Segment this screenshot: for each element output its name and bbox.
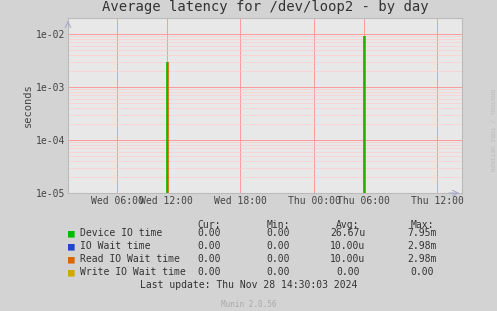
Title: Average latency for /dev/loop2 - by day: Average latency for /dev/loop2 - by day: [102, 0, 428, 14]
Text: Read IO Wait time: Read IO Wait time: [81, 254, 180, 264]
Text: 0.00: 0.00: [197, 241, 221, 251]
Text: 0.00: 0.00: [197, 228, 221, 238]
Text: RRDTOOL / TOBI OETIKER: RRDTOOL / TOBI OETIKER: [490, 89, 495, 172]
Text: Min:: Min:: [266, 220, 290, 230]
Text: 10.00u: 10.00u: [331, 254, 365, 264]
Text: 0.00: 0.00: [266, 241, 290, 251]
Text: 0.00: 0.00: [266, 228, 290, 238]
Text: ■: ■: [68, 254, 75, 264]
Text: 10.00u: 10.00u: [331, 241, 365, 251]
Text: Write IO Wait time: Write IO Wait time: [81, 267, 186, 277]
Text: Last update: Thu Nov 28 14:30:03 2024: Last update: Thu Nov 28 14:30:03 2024: [140, 280, 357, 290]
Text: Avg:: Avg:: [336, 220, 360, 230]
Y-axis label: seconds: seconds: [23, 84, 33, 128]
Text: ■: ■: [68, 228, 75, 238]
Text: 2.98m: 2.98m: [408, 241, 437, 251]
Text: 7.95m: 7.95m: [408, 228, 437, 238]
Text: 0.00: 0.00: [197, 267, 221, 277]
Text: 26.67u: 26.67u: [331, 228, 365, 238]
Text: 2.98m: 2.98m: [408, 254, 437, 264]
Text: ■: ■: [68, 267, 75, 277]
Text: Cur:: Cur:: [197, 220, 221, 230]
Text: 0.00: 0.00: [197, 254, 221, 264]
Text: Max:: Max:: [411, 220, 434, 230]
Text: 0.00: 0.00: [411, 267, 434, 277]
Text: IO Wait time: IO Wait time: [81, 241, 151, 251]
Text: Munin 2.0.56: Munin 2.0.56: [221, 300, 276, 309]
Text: 0.00: 0.00: [266, 267, 290, 277]
Text: 0.00: 0.00: [336, 267, 360, 277]
Text: Device IO time: Device IO time: [81, 228, 163, 238]
Text: ■: ■: [68, 241, 75, 251]
Text: 0.00: 0.00: [266, 254, 290, 264]
